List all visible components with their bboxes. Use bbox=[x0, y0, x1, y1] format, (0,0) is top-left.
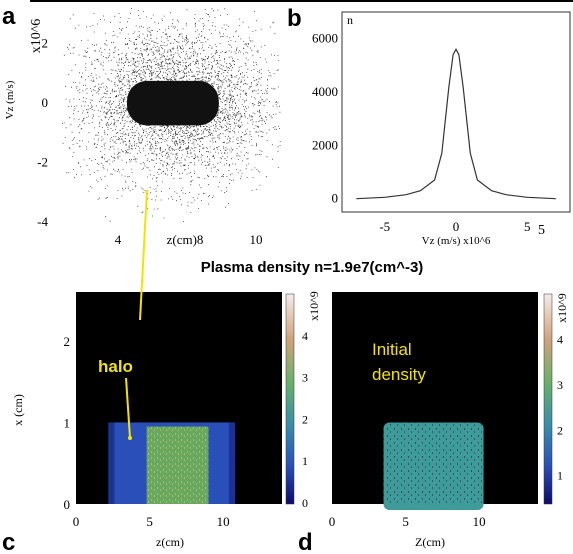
panel-c-colorbar-tick-4: 4 bbox=[302, 329, 308, 343]
panel-d-colorbar bbox=[543, 293, 553, 505]
panel-b-xlabel: Vz (m/s) x10^6 bbox=[422, 235, 491, 247]
panel-d-colorbar-tick-2: 3 bbox=[557, 378, 563, 392]
panel-c-annotation: halo bbox=[98, 357, 133, 376]
panel-c-x-tick-2: 10 bbox=[217, 514, 230, 529]
panel-b-y-tick-2: 4000 bbox=[312, 84, 338, 99]
panel-a-core-cloud bbox=[127, 80, 219, 126]
panel-b-xlabel-tail: 5 bbox=[538, 223, 545, 238]
panel-b-x-tick-2: 5 bbox=[524, 219, 531, 234]
panel-b-x-ticks: -5 0 5 bbox=[379, 219, 530, 234]
panel-c-x-tick-1: 5 bbox=[146, 514, 153, 529]
panel-c-ylabel: x (cm) bbox=[11, 394, 25, 426]
halo-pointer-line bbox=[125, 377, 131, 439]
panel-c-y-tick-0: 0 bbox=[64, 497, 71, 512]
panel-b-x-tick-1: 0 bbox=[453, 219, 460, 234]
panel-b-ylabel: n bbox=[347, 13, 353, 27]
panel-b-frame bbox=[341, 11, 571, 213]
panel-d-colorbar-ticks: 1 2 3 4 bbox=[557, 332, 563, 482]
panel-label-c: c bbox=[2, 529, 15, 554]
panel-c-colorbar-tick-2: 2 bbox=[302, 412, 308, 426]
panel-c-core-texture bbox=[146, 426, 209, 504]
panel-c: halo x (cm) 0 1 2 0 5 10 z(cm) c 0 1 2 3 4 x10^9 bbox=[2, 189, 321, 554]
panel-c-x-tick-0: 0 bbox=[73, 514, 80, 529]
panel-a-yscale-label: x10^6 bbox=[29, 19, 44, 54]
panel-b-y-ticks: 0 2000 4000 6000 bbox=[312, 31, 338, 206]
panel-c-x-ticks: 0 5 10 bbox=[73, 514, 230, 529]
panel-d-density-texture bbox=[383, 422, 484, 504]
panel-d-x-ticks: 0 5 10 bbox=[329, 514, 486, 529]
halo-pointer-dot bbox=[128, 436, 132, 440]
panel-a-x-ticks: 4 z(cm)8 10 bbox=[115, 232, 263, 247]
panel-c-y-tick-2: 2 bbox=[64, 334, 71, 349]
panel-a-y-ticks: -4 -2 0 2 bbox=[37, 36, 48, 229]
panel-a-y-tick-1: -2 bbox=[37, 155, 48, 170]
panel-b-y-tick-3: 6000 bbox=[312, 31, 338, 46]
panel-d-x-tick-0: 0 bbox=[329, 514, 336, 529]
panel-c-xlabel: z(cm) bbox=[156, 535, 184, 549]
panel-label-d: d bbox=[298, 529, 313, 554]
panel-c-y-tick-1: 1 bbox=[64, 415, 71, 430]
panel-a: a Vz (m/s) x10^6 -4 -2 0 2 4 z(cm)8 10 bbox=[2, 3, 281, 247]
panel-a-x-tick-0: 4 bbox=[115, 232, 122, 247]
panel-c-y-ticks: 0 1 2 bbox=[64, 334, 71, 512]
panel-d-x-tick-1: 5 bbox=[402, 514, 409, 529]
panel-d-x-tick-2: 10 bbox=[473, 514, 486, 529]
panel-c-colorbar bbox=[285, 293, 295, 505]
panel-c-colorbar-scale: x10^9 bbox=[307, 291, 321, 321]
panel-b: b n 0 2000 4000 6000 -5 0 5 Vz (m/s) x10^6 5 bbox=[287, 5, 571, 247]
panel-d-colorbar-tick-3: 4 bbox=[557, 332, 563, 346]
panel-d-xlabel: Z(cm) bbox=[415, 535, 445, 549]
panel-c-colorbar-tick-3: 3 bbox=[302, 371, 308, 385]
panel-d-annotation-line1: Initial bbox=[372, 340, 412, 359]
panel-d-colorbar-tick-1: 2 bbox=[557, 423, 563, 437]
panel-a-ylabel: Vz (m/s) bbox=[4, 80, 16, 119]
panel-d-colorbar-tick-0: 1 bbox=[557, 469, 563, 483]
panel-a-y-tick-0: -4 bbox=[37, 214, 48, 229]
figure-caption: Plasma density n=1.9e7(cm^-3) bbox=[201, 259, 424, 276]
panel-b-series-line bbox=[356, 48, 556, 200]
panel-c-colorbar-tick-0: 0 bbox=[302, 496, 308, 510]
panel-label-b: b bbox=[287, 5, 302, 32]
panel-a-x-tick-2: 10 bbox=[250, 232, 263, 247]
panel-d-annotation-line2: density bbox=[372, 365, 426, 384]
panel-c-colorbar-ticks: 0 1 2 3 4 bbox=[302, 329, 308, 510]
panel-b-x-tick-0: -5 bbox=[379, 219, 390, 234]
panel-a-scatter-points bbox=[62, 8, 281, 222]
panel-b-y-tick-0: 0 bbox=[332, 191, 339, 206]
panel-b-y-tick-1: 2000 bbox=[312, 137, 338, 152]
panel-a-y-tick-2: 0 bbox=[42, 95, 49, 110]
panel-a-x-tick-1: z(cm)8 bbox=[167, 232, 204, 247]
panel-c-colorbar-tick-1: 1 bbox=[302, 454, 308, 468]
halo-connector-line bbox=[139, 189, 148, 321]
panel-d-colorbar-scale: x10^9 bbox=[555, 293, 569, 323]
panel-c-halo-edge-left bbox=[108, 422, 115, 504]
panel-label-a: a bbox=[2, 3, 16, 30]
panel-c-halo-edge-right bbox=[228, 422, 235, 504]
panel-a-y-tick-3: 2 bbox=[42, 36, 49, 51]
